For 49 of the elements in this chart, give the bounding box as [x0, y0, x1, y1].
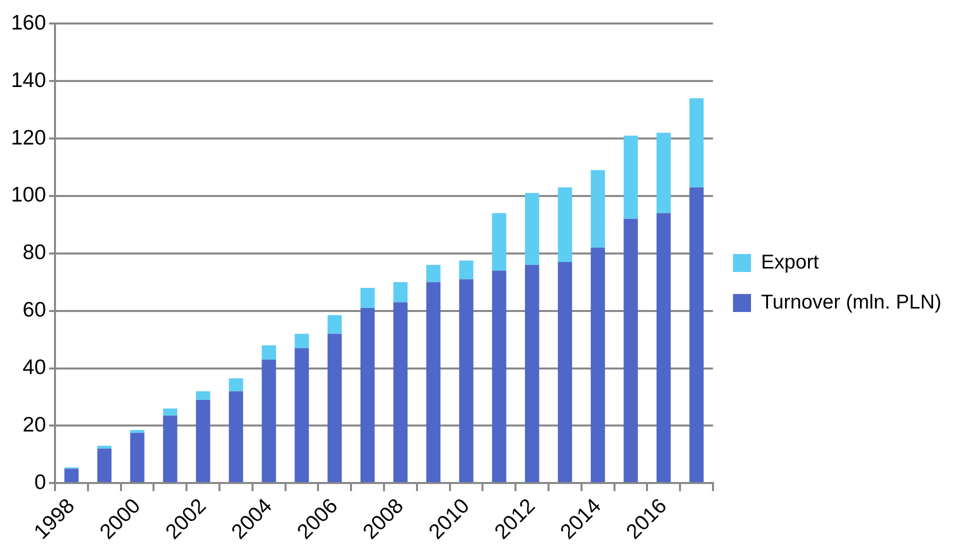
bar: [426, 264, 440, 282]
bar: [656, 213, 671, 482]
bar: [492, 270, 506, 482]
bar: [689, 98, 704, 188]
y-tick-label: 160: [10, 11, 46, 34]
bar: [262, 360, 276, 482]
bar: [524, 264, 540, 482]
bar: [459, 279, 474, 482]
bar: [294, 334, 309, 348]
bar: [64, 468, 79, 482]
legend-label: Turnover (mln. PLN): [761, 292, 942, 314]
bar: [656, 132, 671, 214]
bar: [360, 308, 375, 482]
y-tick-label: 20: [22, 414, 46, 436]
y-tick-label: 140: [10, 68, 46, 92]
bar: [163, 408, 178, 416]
bar: [590, 170, 605, 248]
y-tick-label: 40: [22, 356, 46, 380]
bar: [130, 430, 144, 433]
bar: [262, 345, 276, 360]
y-tick-label: 80: [22, 241, 46, 264]
y-tick-label: 120: [10, 126, 46, 150]
bar: [130, 432, 144, 482]
y-tick-label: 60: [22, 298, 46, 322]
y-tick-label: 0: [34, 470, 46, 494]
bar: [624, 136, 638, 219]
bar: [196, 400, 210, 482]
y-tick-label: 100: [10, 184, 46, 207]
bar: [393, 282, 408, 302]
bar: [360, 288, 375, 308]
bar: [624, 218, 638, 482]
bar: [492, 213, 506, 271]
bar: [228, 378, 244, 392]
bar: [196, 391, 210, 400]
bar: [228, 391, 244, 482]
bar: [558, 262, 572, 482]
bar: [558, 187, 572, 262]
bar: [328, 315, 342, 334]
bar: [294, 348, 309, 482]
legend-label: Export: [761, 252, 820, 274]
bar: [97, 448, 112, 482]
bar: [590, 248, 605, 482]
bar: [459, 260, 474, 280]
bar: [426, 282, 440, 482]
bar: [328, 334, 342, 482]
bar: [163, 416, 178, 482]
bar: [689, 187, 704, 482]
bar: [524, 193, 540, 265]
bar: [393, 302, 408, 482]
